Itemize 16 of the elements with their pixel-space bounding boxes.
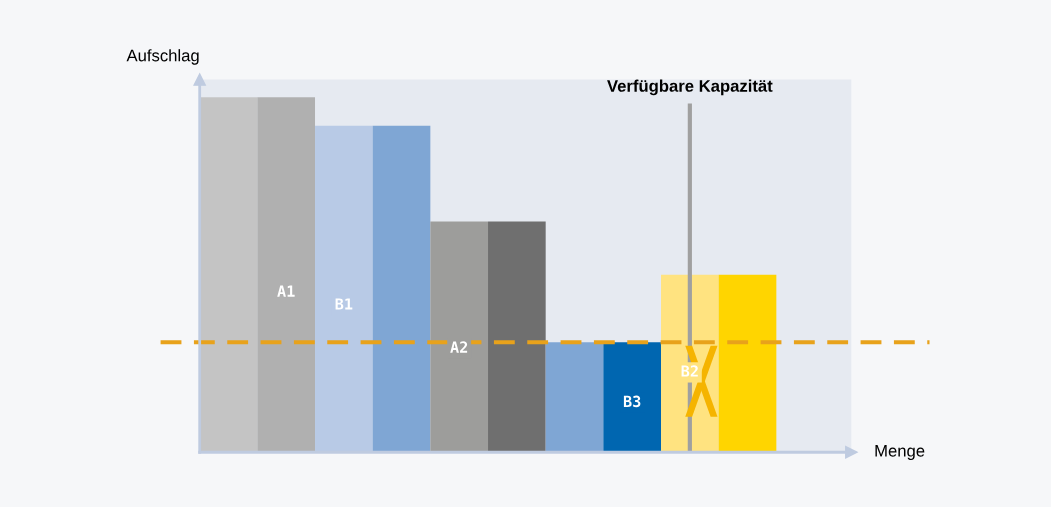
bar <box>372 125 431 453</box>
ref-line-label: Verfügbare Kapazität <box>607 79 773 96</box>
bar <box>199 97 258 453</box>
bar <box>718 274 777 453</box>
bar <box>488 221 546 453</box>
x-tick-label: B3 <box>623 395 641 408</box>
x-tick-label: B2 <box>681 365 698 377</box>
bar <box>603 342 662 453</box>
x-tick-label: B1 <box>335 298 353 310</box>
y-axis-title: Aufschlag <box>126 49 199 65</box>
bar <box>257 97 316 453</box>
text: Menge <box>875 445 925 461</box>
bar <box>545 342 604 453</box>
x-tick-label: A1 <box>277 285 295 297</box>
bar <box>430 221 489 453</box>
x-tick-label: A2 <box>450 341 468 353</box>
